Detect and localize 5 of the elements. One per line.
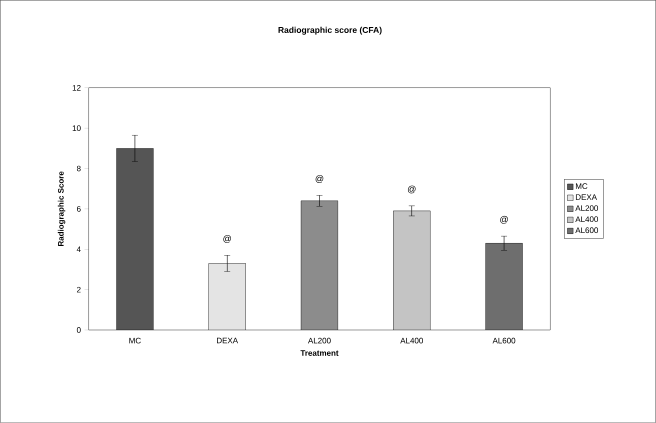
annotation: @ xyxy=(408,186,416,194)
annotation: @ xyxy=(223,235,231,243)
chart-title: Radiographic score (CFA) xyxy=(278,26,382,35)
annotation: @ xyxy=(316,175,324,183)
annotation: @ xyxy=(500,216,508,224)
